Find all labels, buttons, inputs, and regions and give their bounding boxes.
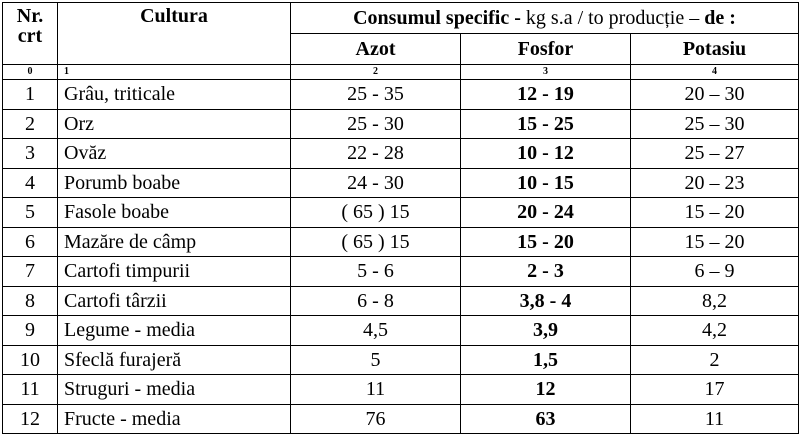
consum-specific-header: Consumul specific - kg s.a / to producți…: [289, 2, 800, 34]
crop-name-cell: Legume - media: [57, 315, 291, 346]
fosfor-value-cell: 2 - 3: [460, 256, 631, 287]
crop-name-cell: Porumb boabe: [57, 167, 291, 198]
column-index: 0: [2, 64, 58, 80]
column-index: 3: [460, 64, 631, 80]
potasiu-value-cell: 25 – 27: [629, 138, 800, 169]
azot-value-cell: 11: [290, 374, 461, 405]
fosfor-value-cell: 10 - 15: [460, 167, 631, 198]
potasiu-value-cell: 2: [629, 344, 800, 375]
azot-value-cell: 6 - 8: [290, 285, 461, 316]
column-index: 2: [290, 64, 461, 80]
crop-name-cell: Cartofi timpurii: [57, 256, 291, 287]
potasiu-value-cell: 11: [629, 403, 800, 434]
crop-name-cell: Orz: [57, 108, 291, 139]
table-row: 1 Grâu, triticale 25 - 35 12 - 19 20 – 30: [2, 79, 800, 110]
header-row-2: Azot Fosfor Potasiu: [3, 33, 800, 65]
consum-unit-label: kg s.a / to producție –: [520, 7, 705, 29]
crop-name-cell: Ovăz: [57, 138, 291, 169]
potasiu-value-cell: 17: [629, 374, 800, 405]
azot-value-cell: 4,5: [290, 315, 461, 346]
row-number-cell: 3: [2, 138, 58, 169]
table-row: 10 Sfeclă furajeră 5 1,5 2: [2, 344, 800, 375]
fosfor-value-cell: 1,5: [460, 344, 631, 375]
table-row: 9 Legume - media 4,5 3,9 4,2: [2, 315, 800, 346]
fosfor-value-cell: 12: [460, 374, 631, 405]
crop-name-cell: Fasole boabe: [57, 197, 291, 228]
fosfor-value-cell: 15 - 20: [460, 226, 631, 257]
column-index: 4: [629, 64, 800, 80]
fosfor-value-cell: 10 - 12: [460, 138, 631, 169]
azot-header: Azot: [290, 33, 461, 65]
row-number-cell: 5: [2, 197, 58, 228]
table-row: 5 Fasole boabe( 65 ) 15 20 - 24 15 – 20: [2, 197, 800, 228]
crop-name-cell: Mazăre de câmp: [57, 226, 291, 257]
potasiu-value-cell: 6 – 9: [629, 256, 800, 287]
potasiu-header: Potasiu: [629, 33, 800, 65]
potasiu-value-cell: 20 – 30: [629, 79, 800, 110]
consum-bold-label: Consumul specific -: [353, 7, 521, 29]
table-row: 11 Struguri - media 11 12 17: [2, 374, 800, 405]
header-row-1: Nr. crt Cultura Consumul specific - kg s…: [2, 2, 800, 65]
table-body: 1 Grâu, triticale 25 - 35 12 - 19 20 – 30 2 Or…: [2, 79, 800, 434]
crop-name-cell: Grâu, triticale: [57, 79, 291, 110]
fosfor-header: Fosfor: [460, 33, 631, 65]
crop-name-cell: Struguri - media: [57, 374, 291, 405]
potasiu-value-cell: 8,2: [629, 285, 800, 316]
consum-de-label: de :: [704, 7, 736, 29]
row-number-cell: 8: [2, 285, 58, 316]
fosfor-value-cell: 12 - 19: [460, 79, 631, 110]
cultura-header: Cultura: [57, 2, 291, 65]
nr-crt-header: Nr. crt: [2, 2, 58, 65]
azot-value-cell: 5: [290, 344, 461, 375]
azot-value-cell: 5 - 6: [290, 256, 461, 287]
azot-value-cell: 25 - 30: [290, 108, 461, 139]
fosfor-value-cell: 63: [460, 403, 631, 434]
crop-name-cell: Fructe - media: [57, 403, 291, 434]
fosfor-value-cell: 15 - 25: [460, 108, 631, 139]
column-index-row: 0 1 2 3 4: [2, 64, 800, 80]
row-number-cell: 2: [2, 108, 58, 139]
table-row: 12 Fructe - media 76 63 11: [2, 403, 800, 434]
fosfor-value-cell: 3,9: [460, 315, 631, 346]
row-number-cell: 12: [2, 403, 58, 434]
table-row: 4 Porumb boabe 24 - 30 10 - 15 20 – 23: [2, 167, 800, 198]
fosfor-value-cell: 3,8 - 4: [460, 285, 631, 316]
nr-label: Nr.: [16, 5, 44, 27]
column-index: 1: [57, 64, 291, 80]
row-number-cell: 9: [2, 315, 58, 346]
row-number-cell: 4: [2, 167, 58, 198]
azot-value-cell: 22 - 28: [290, 138, 461, 169]
potasiu-value-cell: 15 – 20: [629, 226, 800, 257]
table-row: 2 Orz 25 - 30 15 - 25 25 – 30: [2, 108, 800, 139]
crt-label: crt: [17, 25, 43, 47]
azot-value-cell: ( 65 ) 15: [290, 197, 461, 228]
row-number-cell: 6: [2, 226, 58, 257]
azot-value-cell: 25 - 35: [290, 79, 461, 110]
table-row: 8 Cartofi târzii 6 - 8 3,8 - 4 8,2: [2, 285, 800, 316]
crop-name-cell: Cartofi târzii: [57, 285, 291, 316]
potasiu-value-cell: 20 – 23: [629, 167, 800, 198]
azot-value-cell: 24 - 30: [290, 167, 461, 198]
potasiu-value-cell: 15 – 20: [629, 197, 800, 228]
potasiu-value-cell: 25 – 30: [629, 108, 800, 139]
fosfor-value-cell: 20 - 24: [460, 197, 631, 228]
table-row: 3 Ovăz 22 - 28 10 - 12 25 – 27: [2, 138, 800, 169]
row-number-cell: 1: [2, 79, 58, 110]
azot-value-cell: ( 65 ) 15: [290, 226, 461, 257]
table-row: 6 Mazăre de câmp( 65 ) 15 15 - 20 15 – 20: [2, 226, 800, 257]
row-number-cell: 7: [2, 256, 58, 287]
row-number-cell: 11: [2, 374, 58, 405]
row-number-cell: 10: [2, 344, 58, 375]
crop-name-cell: Sfeclă furajeră: [57, 344, 291, 375]
potasiu-value-cell: 4,2: [629, 315, 800, 346]
azot-value-cell: 76: [290, 403, 461, 434]
